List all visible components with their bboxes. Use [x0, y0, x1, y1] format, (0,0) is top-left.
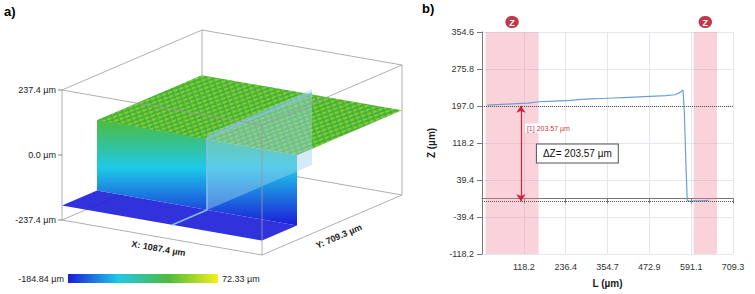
svg-text:118.2: 118.2 [452, 138, 474, 148]
svg-text:Z (µm): Z (µm) [426, 128, 437, 158]
svg-text:b): b) [422, 1, 434, 16]
svg-text:-184.84 µm: -184.84 µm [18, 274, 64, 284]
svg-text:[1] 203.57 µm: [1] 203.57 µm [527, 125, 570, 133]
svg-text:236.4: 236.4 [554, 262, 577, 272]
svg-text:L (µm): L (µm) [592, 278, 622, 289]
svg-text:ΔZ= 203.57 µm: ΔZ= 203.57 µm [543, 148, 612, 159]
svg-text:237.4 µm: 237.4 µm [18, 85, 56, 95]
svg-text:-39.4: -39.4 [453, 212, 474, 222]
svg-text:472.9: 472.9 [638, 262, 661, 272]
svg-text:709.3: 709.3 [722, 262, 745, 272]
svg-text:X: 1087.4 µm: X: 1087.4 µm [131, 239, 187, 258]
svg-text:591.1: 591.1 [680, 262, 703, 272]
svg-text:0.0 µm: 0.0 µm [28, 150, 56, 160]
svg-text:a): a) [4, 4, 16, 19]
svg-text:Z: Z [509, 18, 515, 28]
svg-text:197.0: 197.0 [451, 101, 474, 111]
svg-text:Z: Z [703, 18, 709, 28]
svg-text:39.4: 39.4 [456, 175, 474, 185]
svg-text:354.7: 354.7 [596, 262, 619, 272]
svg-text:72.33 µm: 72.33 µm [222, 274, 260, 284]
svg-text:354.6: 354.6 [451, 27, 474, 37]
svg-text:-237.4 µm: -237.4 µm [15, 215, 56, 225]
svg-text:-118.2: -118.2 [449, 249, 474, 259]
svg-text:118.2: 118.2 [513, 262, 535, 272]
svg-text:Y: 709.3 µm: Y: 709.3 µm [314, 222, 363, 251]
svg-text:275.8: 275.8 [451, 64, 474, 74]
